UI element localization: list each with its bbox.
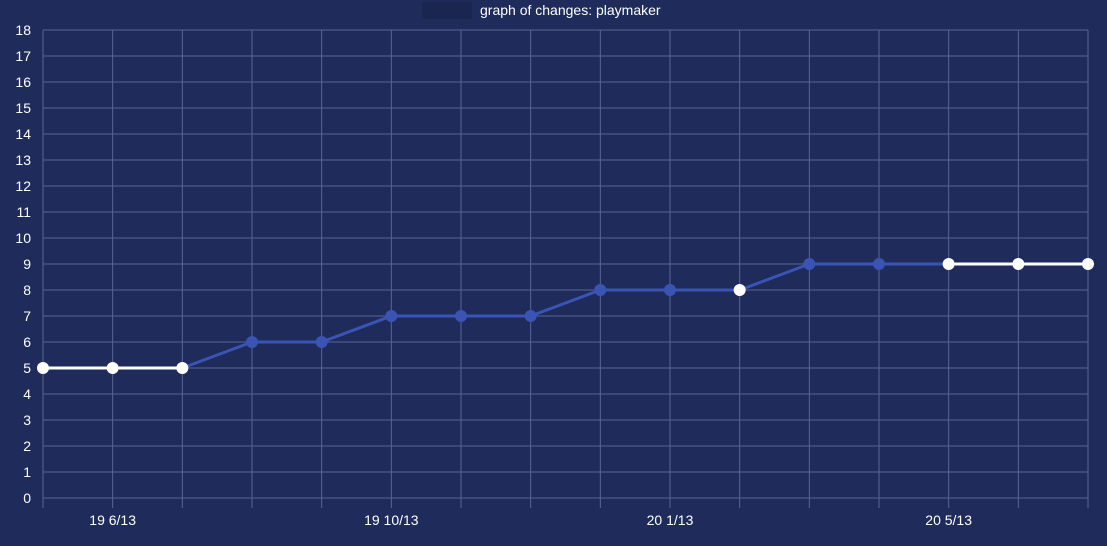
data-point[interactable] — [315, 336, 328, 348]
y-tick-label: 7 — [23, 308, 31, 324]
series-segment — [320, 314, 393, 344]
y-tick-label: 8 — [23, 282, 31, 298]
data-point[interactable] — [385, 310, 398, 322]
legend-label: graph of changes: playmaker — [480, 2, 661, 18]
legend[interactable]: graph of changes: playmaker — [422, 2, 661, 19]
data-point[interactable] — [594, 284, 607, 296]
y-tick-label: 5 — [23, 360, 31, 376]
y-tick-label: 11 — [16, 204, 31, 220]
y-tick-label: 18 — [15, 22, 31, 38]
y-tick-label: 12 — [15, 178, 31, 194]
data-point[interactable] — [1082, 258, 1094, 270]
data-point[interactable] — [1012, 258, 1025, 270]
y-tick-label: 4 — [23, 386, 31, 402]
y-tick-label: 10 — [15, 230, 31, 246]
y-tick-label: 0 — [23, 490, 31, 506]
data-point[interactable] — [37, 362, 49, 374]
x-tick-label: 20 1/13 — [647, 512, 694, 528]
y-tick-label: 1 — [23, 464, 31, 480]
series-segment — [529, 288, 602, 318]
series-playmaker — [41, 262, 1090, 370]
x-tick-label: 19 6/13 — [89, 512, 136, 528]
data-point[interactable] — [873, 258, 885, 270]
y-tick-label: 6 — [23, 334, 31, 350]
y-tick-label: 2 — [23, 438, 31, 454]
x-tick-label: 20 5/13 — [925, 512, 972, 528]
data-point[interactable] — [106, 362, 119, 374]
data-point[interactable] — [733, 284, 746, 296]
y-tick-label: 3 — [23, 412, 31, 428]
data-point[interactable] — [664, 284, 676, 296]
data-points — [37, 258, 1094, 374]
data-point[interactable] — [942, 258, 955, 270]
data-point[interactable] — [176, 362, 189, 374]
y-tick-label: 9 — [23, 256, 31, 272]
data-point[interactable] — [524, 310, 537, 322]
y-tick-label: 16 — [15, 74, 31, 90]
data-point[interactable] — [803, 258, 816, 270]
grid — [42, 29, 1089, 508]
y-tick-label: 13 — [15, 152, 31, 168]
legend-swatch — [422, 2, 472, 19]
x-tick-label: 19 10/13 — [364, 512, 419, 528]
data-point[interactable] — [455, 310, 467, 322]
x-axis-ticks: 19 6/13 19 10/13 20 1/13 20 5/13 — [89, 512, 972, 528]
y-tick-label: 15 — [15, 100, 31, 116]
data-point[interactable] — [246, 336, 258, 348]
series-segment — [180, 340, 254, 370]
y-tick-label: 14 — [15, 126, 31, 142]
y-tick-label: 17 — [15, 48, 31, 64]
series-segment — [738, 262, 811, 292]
